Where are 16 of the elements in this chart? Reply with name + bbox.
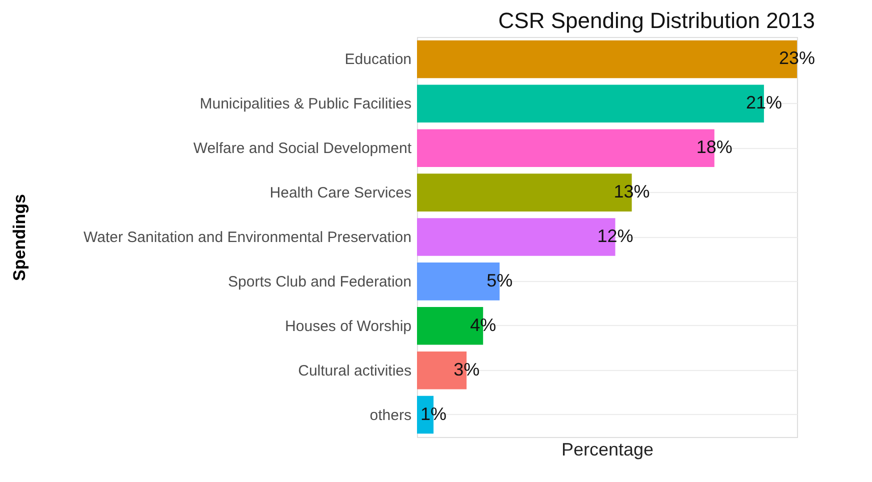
x-axis-title: Percentage [561, 440, 654, 460]
data-label: 12% [597, 226, 634, 246]
y-tick-label: Sports Club and Federation [228, 273, 412, 290]
data-label: 21% [746, 92, 782, 113]
y-tick-label: Water Sanitation and Environmental Preservation [84, 229, 412, 246]
y-tick-label: Cultural activities [298, 362, 412, 380]
y-tick-label: Houses of Worship [285, 318, 412, 335]
y-tick-label: Education [344, 51, 412, 68]
y-tick-label: others [370, 406, 412, 424]
y-tick-label: Welfare and Social Development [193, 140, 412, 158]
y-tick-label: Health Care Services [270, 184, 412, 202]
data-label: 5% [486, 270, 513, 290]
data-label: 3% [454, 359, 480, 380]
y-tick-label: Municipalities & Public Facilities [200, 96, 412, 113]
y-axis-title: Spendings [10, 194, 29, 281]
chart-title: CSR Spending Distribution 2013 [498, 8, 816, 33]
